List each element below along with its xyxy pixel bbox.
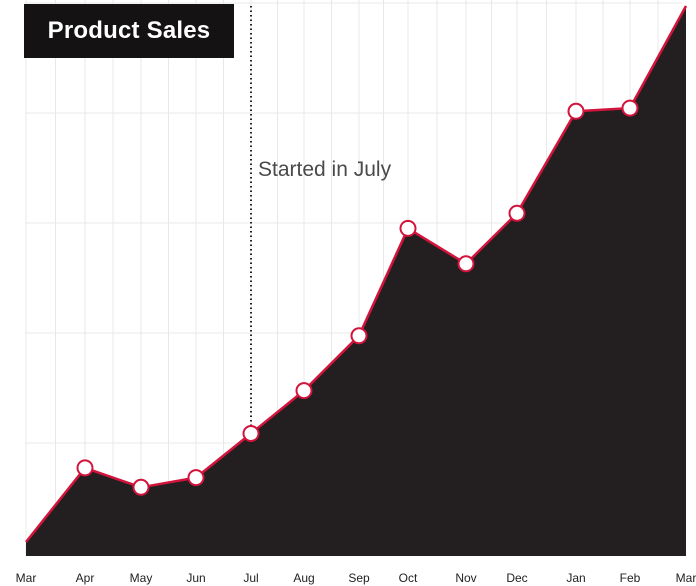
x-tick-label-11: Feb	[620, 571, 641, 585]
x-tick-label-1: Apr	[76, 571, 95, 585]
data-points	[76, 99, 639, 496]
x-tick-label-0: Mar	[16, 571, 37, 585]
data-point-sep-6	[350, 327, 368, 345]
data-point-jun-3	[187, 469, 205, 487]
data-point-jul-4	[242, 425, 260, 442]
data-point-dec-9	[508, 204, 526, 222]
x-tick-label-12: Mar	[676, 571, 696, 585]
annotation-label: Started in July	[258, 158, 392, 181]
data-point-oct-7	[399, 219, 417, 237]
data-point-jan-10	[567, 102, 585, 120]
chart-title: Product Sales	[24, 4, 234, 58]
data-point-may-2	[132, 478, 150, 496]
x-tick-label-3: Jun	[186, 571, 205, 585]
x-tick-label-2: May	[130, 571, 153, 585]
x-tick-label-5: Aug	[293, 571, 314, 585]
data-point-feb-11	[621, 99, 639, 117]
x-tick-label-6: Sep	[348, 571, 370, 585]
x-tick-label-7: Oct	[399, 571, 418, 585]
x-tick-label-4: Jul	[243, 571, 258, 585]
x-tick-label-9: Dec	[506, 571, 527, 585]
data-point-apr-1	[76, 459, 94, 477]
x-tick-label-8: Nov	[455, 571, 476, 585]
area-fill	[26, 6, 686, 556]
data-point-aug-5	[295, 382, 313, 400]
data-point-nov-8	[457, 255, 475, 273]
x-tick-label-10: Jan	[566, 571, 585, 585]
x-axis-ticks: Mar Apr May Jun Jul Aug Sep Oct Nov Dec Jan Feb Mar	[16, 571, 696, 585]
